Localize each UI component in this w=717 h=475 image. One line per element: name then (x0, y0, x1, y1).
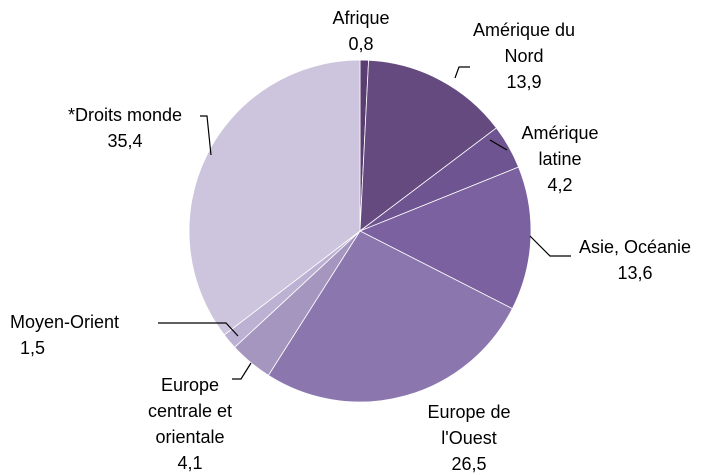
leader-line (158, 322, 239, 337)
leader-line (529, 235, 571, 257)
slice-label: Moyen-Orient 1,5 (10, 309, 160, 361)
value-label: 4,1 (177, 453, 203, 473)
category-name: Europe centrale et orientale (147, 375, 233, 447)
category-name: Amérique latine (521, 123, 599, 169)
category-name: Amérique du Nord (472, 20, 576, 66)
leader-lines (158, 66, 571, 380)
value-label: 13,9 (506, 72, 542, 92)
leader-line (454, 66, 470, 79)
value-label: 1,5 (20, 338, 46, 358)
leader-line (200, 115, 212, 156)
slice-label: *Droits monde 35,4 (40, 102, 210, 154)
value-label: 4,2 (547, 175, 573, 195)
slice-label: Afrique 0,8 (311, 5, 411, 57)
category-name: Moyen-Orient (10, 312, 120, 332)
pie-slice (188, 59, 361, 336)
category-name: Asie, Océanie (578, 237, 692, 257)
leader-line (489, 139, 508, 151)
slice-label: Europe centrale et orientale 4,1 (135, 372, 245, 475)
category-name: *Droits monde (67, 105, 183, 125)
slice-label: Europe de l'Ouest 26,5 (419, 399, 519, 475)
slice-label: Asie, Océanie 13,6 (560, 234, 710, 286)
pie-slice (267, 230, 513, 403)
leader-line (232, 362, 252, 380)
slice-label: Amérique du Nord 13,9 (459, 17, 589, 95)
value-label: 35,4 (107, 131, 143, 151)
category-name: Europe de l'Ouest (427, 402, 511, 448)
slice-label: Amérique latine 4,2 (510, 120, 610, 198)
value-label: 26,5 (451, 454, 487, 474)
value-label: 13,6 (617, 263, 653, 283)
pie-slice (359, 59, 497, 232)
category-name: Afrique (332, 8, 390, 28)
pie-slice (359, 166, 532, 310)
value-label: 0,8 (348, 34, 374, 54)
